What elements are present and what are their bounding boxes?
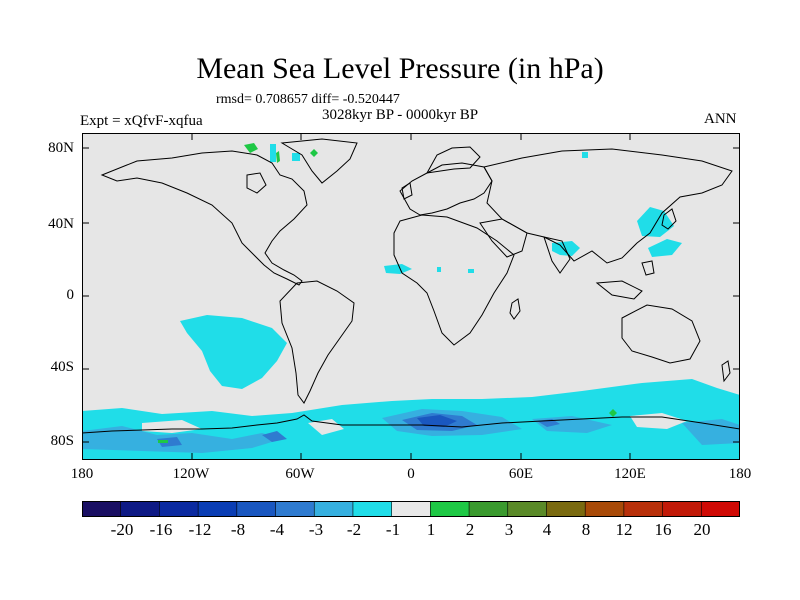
arctic-patch-3 [582,152,588,158]
colorbar-swatch [468,501,509,517]
colorbar-label: -1 [385,520,401,539]
greenland-coast [280,138,358,184]
antarctic-positive [158,440,168,443]
west-pacific-patch [648,239,682,257]
colorbar-label: 3 [504,520,514,539]
colorbar-swatch [159,501,199,517]
india-coast [543,236,571,274]
lat-label-eq: 0 [66,287,75,303]
south-america-coast [279,280,355,404]
arctic-patch-2 [292,153,300,161]
colorbar-label: -16 [149,520,173,539]
colorbar-label: -12 [188,520,212,539]
north-america-coast [100,150,308,286]
lon-label-120e: 120E [614,466,646,482]
sahara-patch-1 [437,267,441,272]
lat-label-40n: 40N [48,216,74,232]
map-title: Mean Sea Level Pressure (in hPa) [196,52,604,85]
colorbar-swatch [584,501,625,517]
hudson-bay-coast [246,172,267,194]
colorbar-label: -3 [308,520,324,539]
amundsen-minus3 [262,431,287,442]
southern-ocean-minus2 [82,426,282,453]
south-pacific-low [180,315,287,389]
colorbar-label: 1 [426,520,436,539]
statistics-label: rmsd= 0.708657 diff= -0.520447 [216,92,400,107]
colorbar-label: -2 [346,520,362,539]
colorbar-swatch [391,501,432,517]
coastlines [82,138,740,434]
lon-label-180w: 180 [70,466,94,482]
indonesia-coast [595,280,643,300]
colorbar-swatch [313,501,354,517]
pacific-sector-minus3 [157,437,182,447]
colorbar-label: 20 [693,520,711,539]
lon-label-120w: 120W [172,466,210,482]
lon-label-180e: 180 [728,466,752,482]
sahara-patch-2 [468,269,474,273]
pacific-patch [384,264,412,274]
europe-coast [399,162,493,216]
lat-label-80n: 80N [48,140,74,156]
colorbar-swatch [507,501,548,517]
colorbar-swatch [430,501,470,517]
colorbar-swatch [352,501,393,517]
colorbar-swatch [275,501,316,517]
map-panel [82,133,740,460]
lon-label-60e: 60E [508,466,534,482]
period-label: 3028kyr BP - 0000kyr BP [322,107,479,123]
colorbar-label: 12 [615,520,633,539]
band-gap-2 [308,419,344,435]
japan-coast [661,208,677,230]
new-zealand-coast [721,360,731,383]
greenland-positive-1 [244,143,258,153]
anomaly-fill-layer [82,143,740,460]
season-label: ANN [704,111,737,127]
lat-label-40s: 40S [50,359,74,375]
colorbar-swatch [662,501,703,517]
ross-minus2 [682,419,740,445]
madagascar-coast [509,298,521,320]
colorbar-swatch [700,501,740,517]
british-isles-coast [401,182,413,200]
colorbar-swatches [82,501,740,517]
colorbar-label: 2 [465,520,475,539]
colorbar-swatch [236,501,277,517]
greenland-positive-2 [310,149,318,157]
scandinavia-coast [426,146,481,174]
colorbar-swatch [546,501,586,517]
colorbar-label: 4 [542,520,552,539]
axis-ticks [82,133,740,460]
australia-coast [621,304,701,364]
colorbar-swatch [120,501,161,517]
greenland-positive-3 [276,151,280,163]
colorbar-swatch [197,501,238,517]
asia-coast [483,148,733,264]
lon-label-60w: 60W [285,466,315,482]
colorbar-label: 16 [654,520,672,539]
colorbar-label: 8 [581,520,591,539]
lon-label-0: 0 [407,466,415,482]
lat-label-80s: 80S [50,433,74,449]
africa-coast [393,214,515,346]
antarctic-positive-2 [609,409,617,417]
philippines-coast [641,260,655,276]
experiment-label: Expt = xQfvF-xqfua [80,113,203,129]
colorbar-label: -4 [269,520,285,539]
colorbar-frame [82,501,740,517]
colorbar-label: -20 [110,520,134,539]
weddell-minus4 [417,415,457,427]
colorbar-swatch [623,501,664,517]
colorbar-swatch [82,501,122,517]
arctic-patch-1 [270,144,276,162]
colorbar-label: -8 [230,520,246,539]
colorbar [82,501,740,517]
antarctica-coast [82,414,740,434]
